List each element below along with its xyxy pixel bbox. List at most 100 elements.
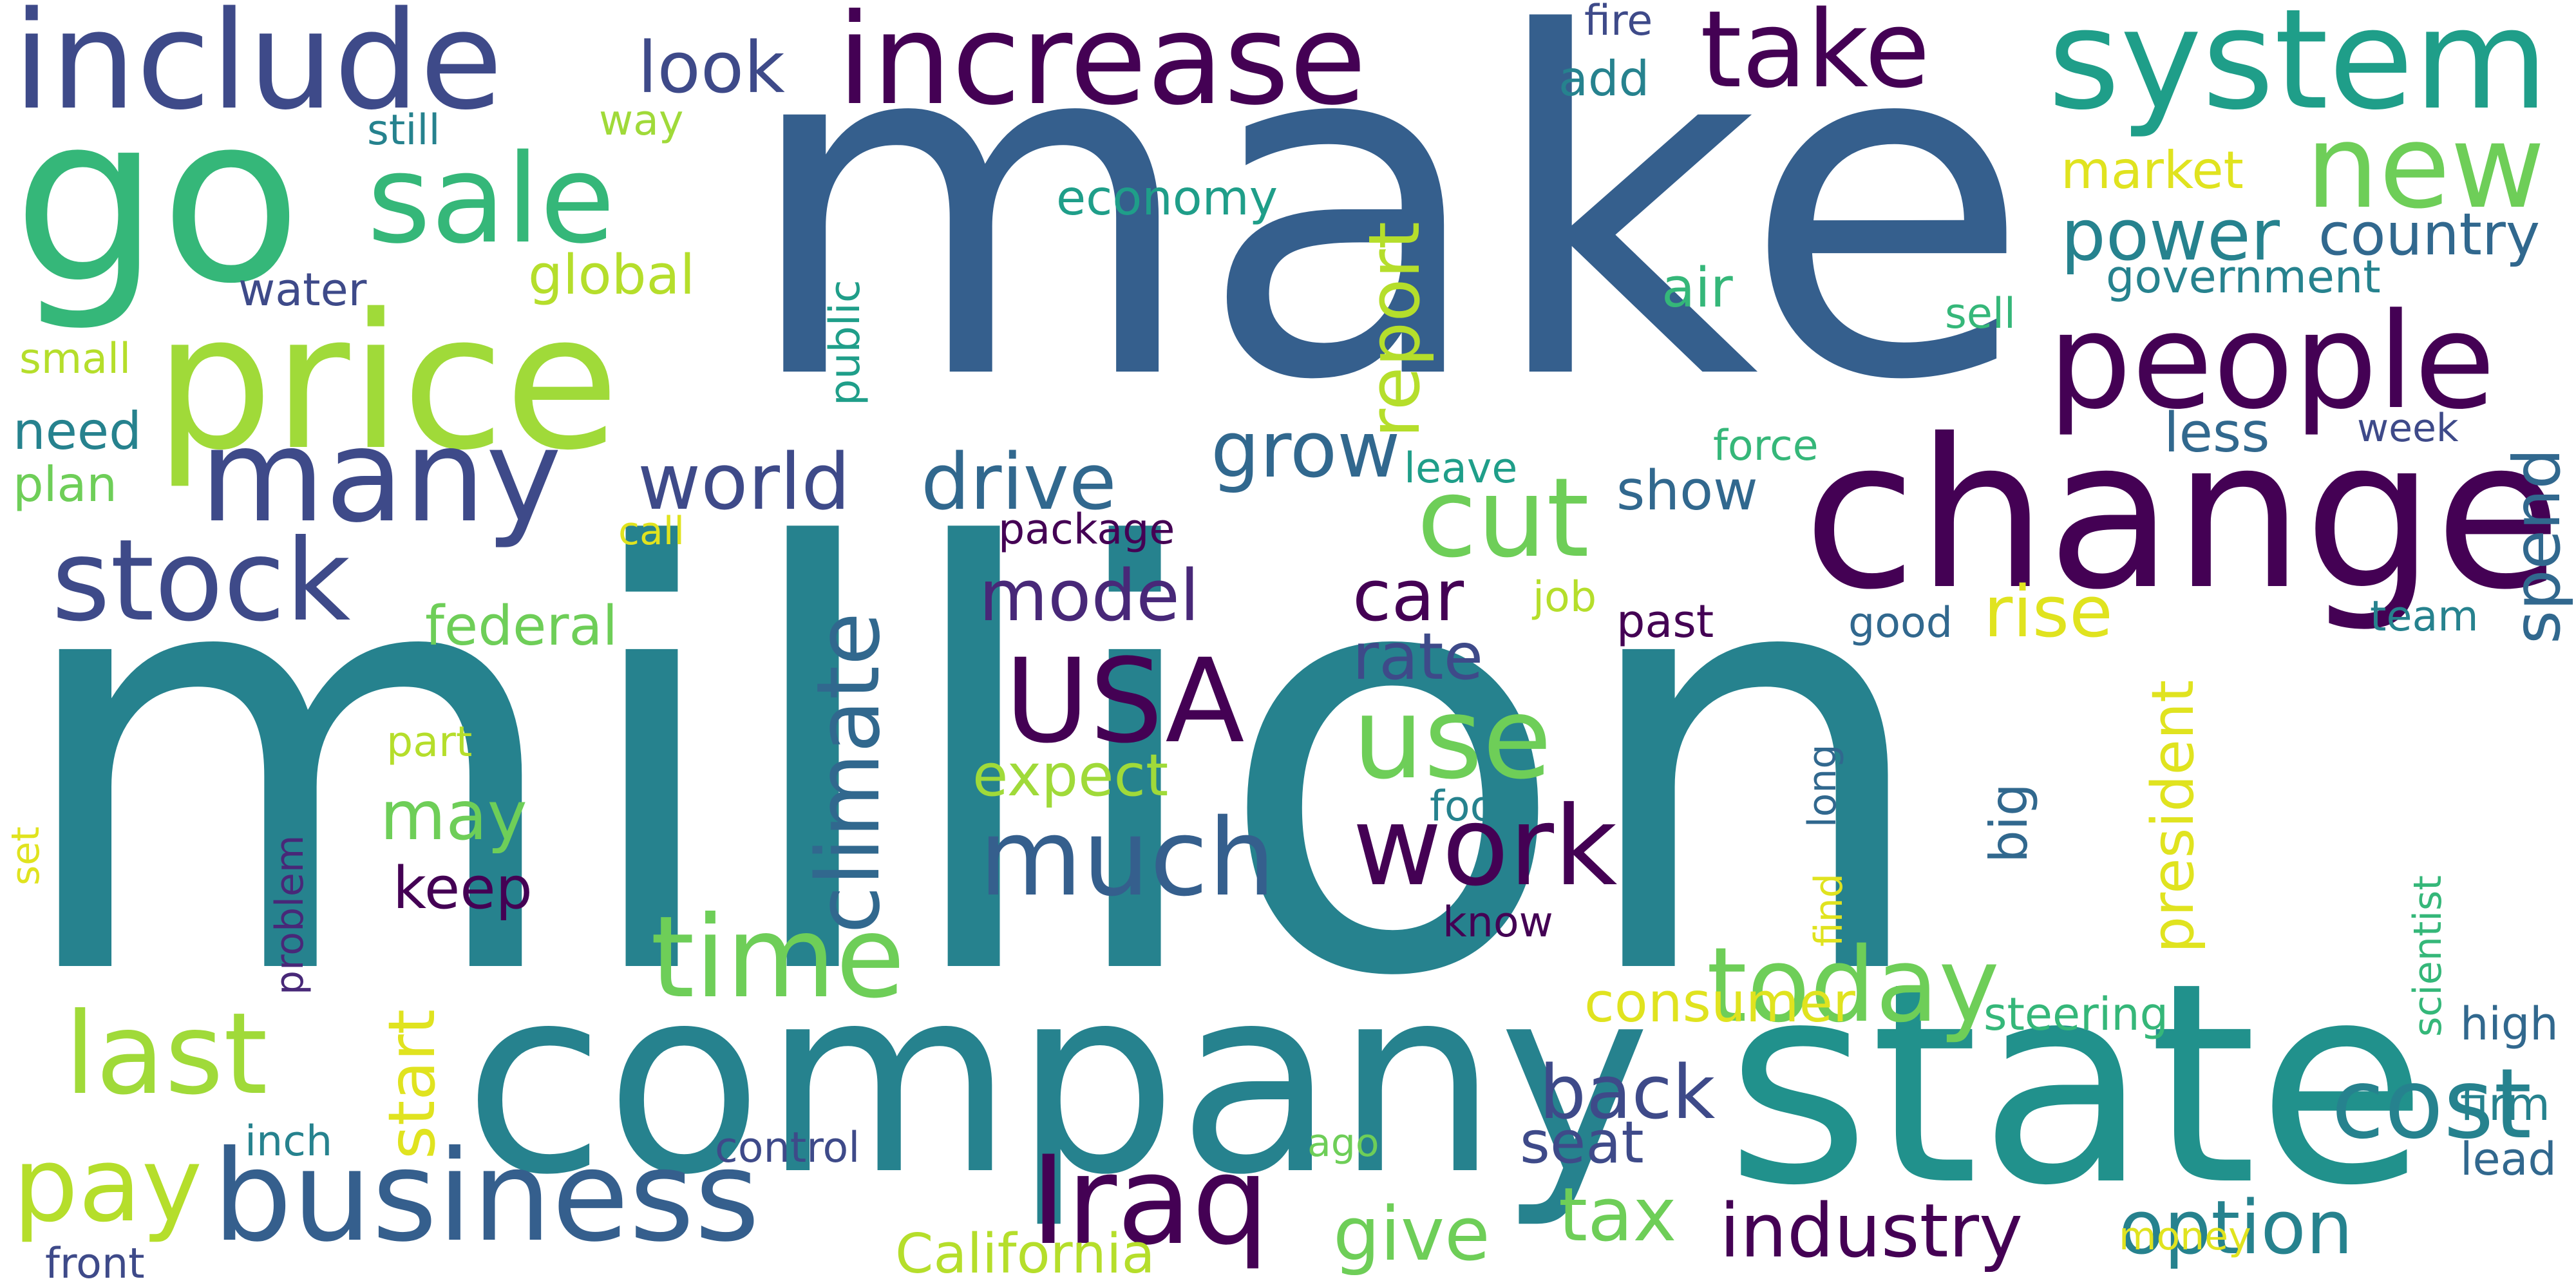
word-industry: industry <box>1719 1188 2023 1274</box>
word-seat: seat <box>1520 1109 1644 1177</box>
word-million: million <box>6 429 1937 1103</box>
word-past: past <box>1616 595 1714 648</box>
word-good: good <box>1848 599 1953 647</box>
word-option: option <box>2119 1185 2353 1271</box>
word-package: package <box>998 506 1175 554</box>
word-show: show <box>1616 459 1758 523</box>
word-scientist: scientist <box>2405 875 2450 1037</box>
word-part: part <box>386 718 473 766</box>
word-pay: pay <box>13 1124 203 1245</box>
word-change: change <box>1803 395 2562 635</box>
word-big: big <box>1979 783 2039 863</box>
word-force: force <box>1713 422 1819 470</box>
word-last: last <box>64 989 268 1120</box>
word-air: air <box>1662 256 1733 320</box>
word-Iraq: Iraq <box>1030 1130 1270 1272</box>
word-start: start <box>374 1009 450 1159</box>
word-foot: foot <box>1430 782 1512 831</box>
word-state: state <box>1726 924 2428 1246</box>
word-add: add <box>1558 50 1650 107</box>
word-president: president <box>2139 679 2207 953</box>
word-price: price <box>155 274 620 491</box>
word-increase: increase <box>837 0 1367 133</box>
word-high: high <box>2460 998 2559 1050</box>
word-drive: drive <box>921 438 1117 527</box>
word-many: many <box>200 401 562 551</box>
word-steering: steering <box>1984 988 2169 1041</box>
word-money: money <box>2119 1214 2251 1259</box>
word-water: water <box>238 263 367 316</box>
word-tax: tax <box>1558 1172 1677 1258</box>
word-grow: grow <box>1211 406 1401 495</box>
word-front: front <box>45 1240 145 1288</box>
word-power: power <box>2061 194 2280 276</box>
word-ago: ago <box>1307 1121 1379 1166</box>
word-global: global <box>528 243 696 307</box>
word-model: model <box>979 554 1200 637</box>
word-leave: leave <box>1404 444 1518 493</box>
word-sell: sell <box>1945 290 2016 338</box>
word-time: time <box>650 893 905 1023</box>
word-car: car <box>1352 554 1464 637</box>
word-still: still <box>367 106 440 155</box>
word-rise: rise <box>1984 571 2113 653</box>
word-report: report <box>1353 222 1435 438</box>
word-plan: plan <box>13 456 117 513</box>
word-long: long <box>1800 744 1845 828</box>
word-firm: firm <box>2460 1078 2550 1131</box>
word-today: today <box>1707 925 2000 1045</box>
word-new: new <box>2306 100 2546 234</box>
word-small: small <box>19 335 131 383</box>
word-need: need <box>13 401 142 461</box>
word-people: people <box>2048 285 2496 439</box>
word-less: less <box>2164 401 2270 465</box>
word-company: company <box>464 932 1651 1231</box>
word-call: call <box>618 509 685 554</box>
word-give: give <box>1333 1191 1490 1278</box>
word-climate: climate <box>798 612 899 934</box>
word-system: system <box>2048 0 2549 140</box>
word-USA: USA <box>1005 634 1245 769</box>
word-California: California <box>895 1222 1155 1286</box>
word-country: country <box>2318 201 2541 269</box>
word-work: work <box>1352 783 1618 911</box>
word-use: use <box>1352 674 1552 804</box>
word-go: go <box>13 64 302 334</box>
word-cut: cut <box>1417 455 1589 582</box>
word-public: public <box>821 279 869 406</box>
word-include: include <box>13 0 503 140</box>
word-federal: federal <box>425 594 618 658</box>
word-lead: lead <box>2460 1133 2557 1186</box>
word-much: much <box>979 796 1276 920</box>
word-find: find <box>1806 873 1852 947</box>
word-world: world <box>638 438 851 527</box>
word-control: control <box>715 1124 860 1172</box>
word-know: know <box>1443 898 1553 947</box>
word-market: market <box>2061 140 2244 200</box>
word-way: way <box>599 97 684 145</box>
word-spend: spend <box>2499 448 2575 644</box>
word-set: set <box>3 826 48 886</box>
word-fire: fire <box>1584 0 1653 45</box>
word-expect: expect <box>972 742 1169 810</box>
word-rate: rate <box>1352 619 1484 694</box>
word-job: job <box>1533 573 1597 621</box>
word-government: government <box>2106 251 2381 303</box>
word-take: take <box>1700 0 1930 111</box>
word-inch: inch <box>245 1117 333 1166</box>
word-business: business <box>213 1123 760 1269</box>
word-week: week <box>2357 406 2459 451</box>
word-team: team <box>2370 592 2479 641</box>
word-look: look <box>638 26 785 109</box>
word-sale: sale <box>367 128 616 270</box>
word-keep: keep <box>393 855 533 922</box>
word-back: back <box>1539 1050 1716 1136</box>
word-cost: cost <box>2331 1048 2532 1160</box>
word-may: may <box>380 777 527 855</box>
word-economy: economy <box>1056 169 1278 226</box>
word-problem: problem <box>267 835 312 995</box>
word-consumer: consumer <box>1584 971 1855 1035</box>
word-stock: stock <box>52 516 351 647</box>
word-make: make <box>741 0 2032 483</box>
